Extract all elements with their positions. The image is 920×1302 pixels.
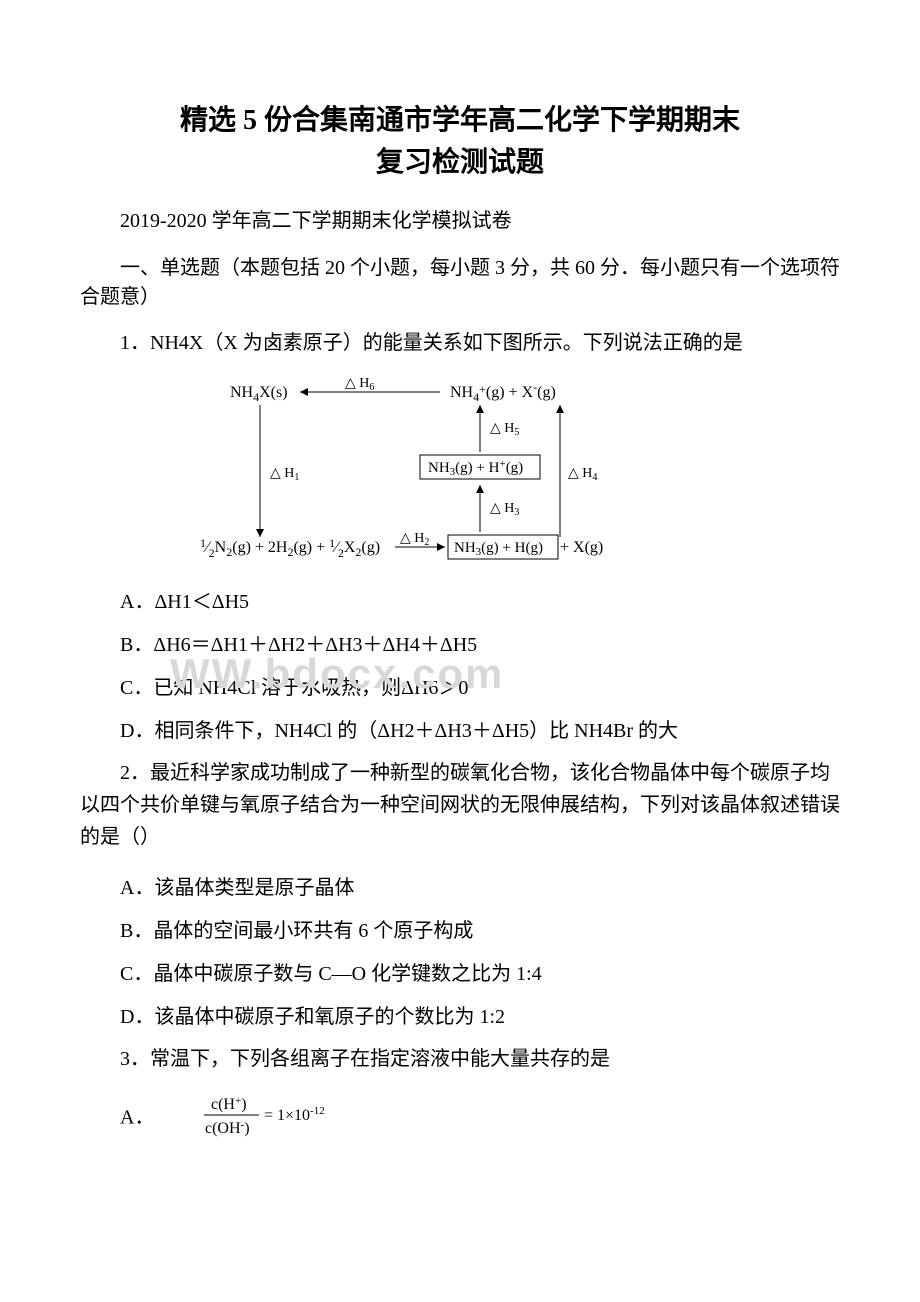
- q2-option-b: B．晶体的空间最小环共有 6 个原子构成: [80, 914, 840, 943]
- formula-fraction: c(H+) c(OH-) = 1×10-12: [199, 1093, 359, 1139]
- diagram-bottom-right-label: + X(g): [560, 539, 603, 556]
- diagram-dh3-label: △ H3: [490, 501, 519, 518]
- diagram-nh4plus-label: NH4+(g) + X-(g): [450, 380, 556, 404]
- q3-option-a: A． c(H+) c(OH-) = 1×10-12: [80, 1093, 840, 1145]
- q1-option-b: B．ΔH6＝ΔH1＋ΔH2＋ΔH3＋ΔH4＋ΔH5: [80, 628, 840, 657]
- question-3-text: 3．常温下，下列各组离子在指定溶液中能大量共存的是: [80, 1043, 840, 1075]
- diagram-dh6-label: △ H6: [345, 377, 374, 393]
- svg-text:= 1×10-12: = 1×10-12: [264, 1105, 325, 1124]
- q1-option-d: D．相同条件下，NH4Cl 的（ΔH2＋ΔH3＋ΔH5）比 NH4Br 的大: [80, 714, 840, 743]
- diagram-bottom-left-label: 1⁄2N2(g) + 2H2(g) + 1⁄2X2(g): [200, 536, 380, 560]
- diagram-dh4-label: △ H4: [568, 466, 597, 483]
- document-subtitle: 2019-2020 学年高二下学期期末化学模拟试卷: [80, 204, 840, 233]
- diagram-nh4x-label: NH4X(s): [230, 384, 288, 404]
- diagram-nh3hplus-label: NH3(g) + H+(g): [428, 458, 523, 478]
- svg-text:c(OH-): c(OH-): [205, 1119, 250, 1137]
- diagram-nh3hg-label: NH3(g) + H(g): [454, 540, 543, 558]
- section-header: 一、单选题（本题包括 20 个小题，每小题 3 分，共 60 分．每小题只有一个…: [80, 251, 840, 309]
- q1-option-c: C．已知 NH4Cl 溶于水吸热，则ΔH6＞0: [80, 671, 840, 700]
- diagram-dh2-label: △ H2: [400, 531, 429, 548]
- q2-option-d: D．该晶体中碳原子和氧原子的个数比为 1:2: [80, 1000, 840, 1029]
- q3-option-a-prefix: A．: [120, 1107, 154, 1129]
- diagram-dh5-label: △ H5: [490, 421, 519, 438]
- title-line-2: 复习检测试题: [376, 147, 544, 178]
- question-1-text: 1．NH4X（X 为卤素原子）的能量关系如下图所示。下列说法正确的是: [80, 327, 840, 359]
- energy-diagram: NH4X(s) △ H6 NH4+(g) + X-(g) △ H1 △ H5 N…: [200, 377, 840, 567]
- diagram-dh1-label: △ H1: [270, 466, 299, 483]
- title-line-1: 精选 5 份合集南通市学年高二化学下学期期末: [180, 105, 740, 136]
- question-2-text: 2．最近科学家成功制成了一种新型的碳氧化合物，该化合物晶体中每个碳原子均以四个共…: [80, 757, 840, 853]
- svg-text:c(H+): c(H+): [211, 1095, 247, 1113]
- q2-option-a: A．该晶体类型是原子晶体: [80, 871, 840, 900]
- q1-option-a: A．ΔH1＜ΔH5: [80, 585, 840, 614]
- q2-option-c: C．晶体中碳原子数与 C—O 化学键数之比为 1:4: [80, 957, 840, 986]
- document-title: 精选 5 份合集南通市学年高二化学下学期期末 复习检测试题: [80, 100, 840, 184]
